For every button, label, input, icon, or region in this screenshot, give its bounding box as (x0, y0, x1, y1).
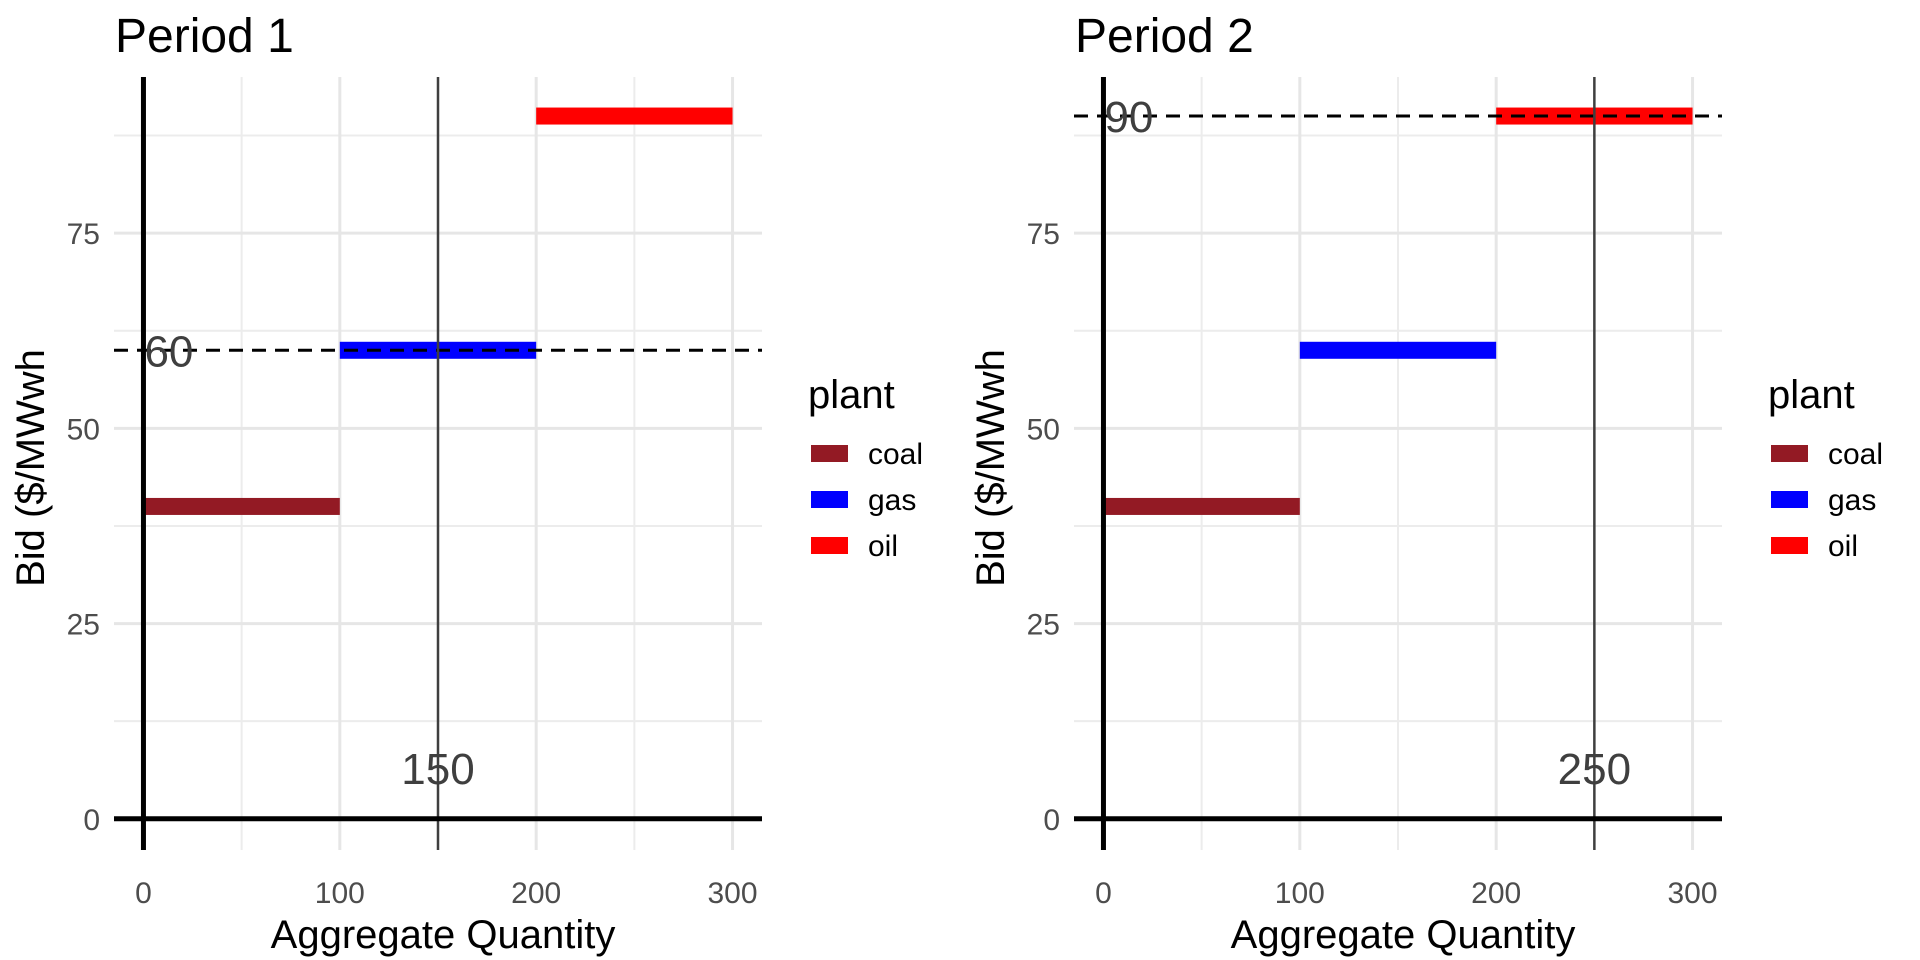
y-axis-title: Bid ($/MWwh (9, 349, 53, 587)
x-tick-label: 300 (708, 877, 758, 910)
y-tick-label: 25 (1027, 609, 1060, 642)
y-tick-label: 75 (67, 218, 100, 251)
x-tick-label: 100 (315, 877, 365, 910)
legend-swatch-gas (1771, 491, 1808, 508)
legend-swatch-oil (811, 537, 848, 554)
legend-label-coal: coal (1828, 438, 1883, 471)
chart-panel-2: 250 90 0 100 200 300 0 25 50 75 Period 2 Aggregate … (969, 10, 1883, 957)
legend-swatch-coal (811, 445, 848, 462)
demand-quantity-label: 250 (1558, 745, 1631, 794)
panel-title: Period 1 (115, 10, 294, 63)
bid-segment-gas (1299, 341, 1497, 359)
bid-segment-coal (143, 497, 340, 515)
x-tick-label: 200 (511, 877, 561, 910)
legend-swatch-coal (1771, 445, 1808, 462)
legend-label-oil: oil (868, 530, 898, 563)
x-axis-title: Aggregate Quantity (1231, 913, 1576, 957)
y-tick-label: 0 (1043, 804, 1060, 837)
clearing-price-label: 60 (144, 327, 193, 376)
panel-title: Period 2 (1075, 10, 1254, 63)
y-tick-label: 50 (1027, 413, 1060, 446)
legend-label-oil: oil (1828, 530, 1858, 563)
x-tick-label: 200 (1471, 877, 1521, 910)
demand-quantity-label: 150 (401, 745, 474, 794)
legend-title: plant (1768, 373, 1855, 417)
y-axis-title: Bid ($/MWwh (969, 349, 1013, 587)
y-tick-label: 25 (67, 609, 100, 642)
y-tick-label: 0 (83, 804, 100, 837)
legend-swatch-gas (811, 491, 848, 508)
y-tick-label: 75 (1027, 218, 1060, 251)
x-tick-label: 100 (1275, 877, 1325, 910)
legend-label-gas: gas (868, 484, 916, 517)
x-axis-title: Aggregate Quantity (271, 913, 616, 957)
x-tick-label: 0 (1095, 877, 1112, 910)
y-tick-label: 50 (67, 413, 100, 446)
x-tick-label: 0 (135, 877, 152, 910)
legend: plant coal gas oil (1768, 373, 1883, 563)
legend: plant coal gas oil (808, 373, 923, 563)
legend-label-coal: coal (868, 438, 923, 471)
clearing-price-label: 90 (1104, 93, 1153, 142)
x-tick-label: 300 (1668, 877, 1718, 910)
bid-segment-coal (1103, 497, 1300, 515)
chart-panel-1: 150 60 0 100 200 300 0 25 50 75 Period 1 Aggregate … (9, 10, 923, 957)
bid-segment-oil (536, 107, 733, 125)
legend-swatch-oil (1771, 537, 1808, 554)
legend-label-gas: gas (1828, 484, 1876, 517)
legend-title: plant (808, 373, 895, 417)
